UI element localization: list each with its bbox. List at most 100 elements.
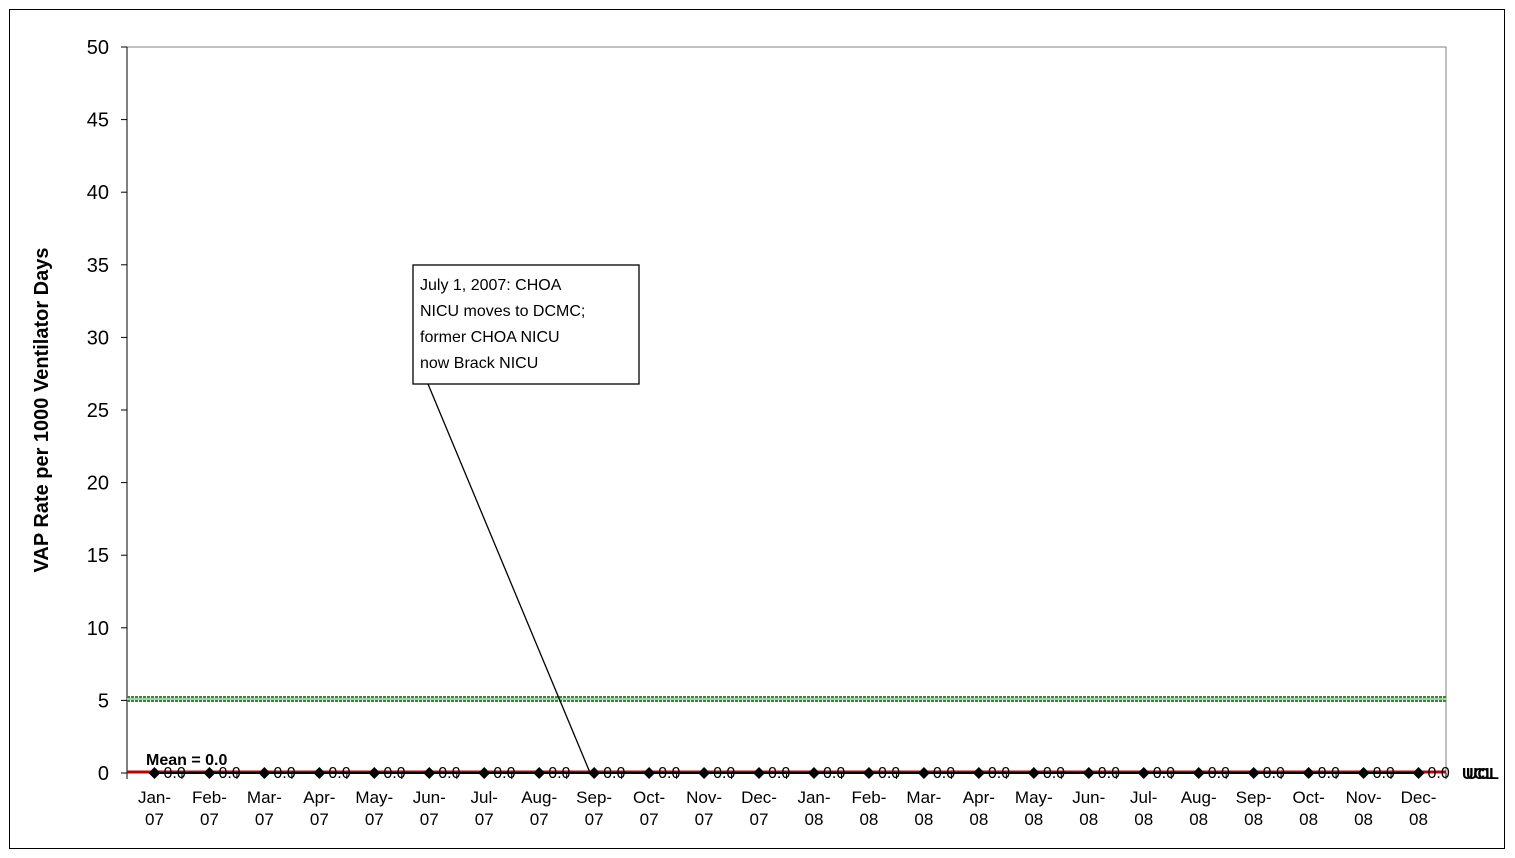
data-series: 0.0 0.0 0.0 0.0 0.0 0.0 0.0 0.0 0.0 0.0 0.0 0.0 0.0 0… bbox=[148, 765, 1450, 782]
annotation-box bbox=[412, 264, 640, 385]
data-point bbox=[588, 767, 601, 779]
x-tick-label: Apr-08 bbox=[963, 788, 995, 829]
y-tick-label: 50 bbox=[87, 37, 109, 59]
data-point bbox=[807, 767, 820, 779]
x-tick-label: May-08 bbox=[1015, 788, 1053, 829]
data-label: 0.0 bbox=[328, 765, 350, 782]
data-label: 0.0 bbox=[878, 765, 900, 782]
data-label: 0.0 bbox=[218, 765, 240, 782]
data-point bbox=[368, 767, 381, 779]
x-tick-label: Jan-08 bbox=[797, 788, 830, 829]
data-label: 0.0 bbox=[273, 765, 295, 782]
data-point bbox=[533, 767, 546, 779]
x-tick-label: Oct-07 bbox=[633, 788, 665, 829]
data-label: 0.0 bbox=[713, 765, 735, 782]
y-tick-label: 10 bbox=[87, 618, 109, 640]
data-label: 0.0 bbox=[1373, 765, 1395, 782]
plot-area bbox=[126, 46, 1447, 774]
data-point bbox=[1247, 767, 1260, 779]
y-tick-label: 15 bbox=[87, 545, 109, 567]
x-tick-label: Jun-08 bbox=[1072, 788, 1105, 829]
x-tick-label: Mar-07 bbox=[247, 788, 282, 829]
data-point bbox=[1412, 767, 1425, 779]
data-point bbox=[478, 767, 491, 779]
lcl-label-overlap: UCL bbox=[1466, 766, 1499, 783]
annotation: July 1, 2007: CHOA NICU moves to DCMC; for… bbox=[412, 264, 640, 774]
data-point bbox=[643, 767, 656, 779]
y-tick-label: 35 bbox=[87, 255, 109, 277]
data-point bbox=[917, 767, 930, 779]
data-point bbox=[1192, 767, 1205, 779]
data-point bbox=[1027, 767, 1040, 779]
data-point bbox=[972, 767, 985, 779]
data-point bbox=[313, 767, 326, 779]
data-point bbox=[148, 767, 161, 779]
y-tick-label: 30 bbox=[87, 327, 109, 349]
data-label: 0.0 bbox=[383, 765, 405, 782]
data-point bbox=[203, 767, 216, 779]
data-label: 0.0 bbox=[548, 765, 570, 782]
x-tick-label: Aug-08 bbox=[1181, 788, 1217, 829]
x-tick-label: Sep-08 bbox=[1236, 788, 1272, 829]
y-tick-label: 0 bbox=[98, 763, 109, 785]
annotation-line: NICU moves to DCMC; bbox=[420, 303, 585, 320]
y-tick-label: 45 bbox=[87, 110, 109, 132]
data-point bbox=[1137, 767, 1150, 779]
data-point bbox=[1082, 767, 1095, 779]
data-label: 0.0 bbox=[438, 765, 460, 782]
x-tick-label: Feb-08 bbox=[851, 788, 886, 829]
data-point bbox=[423, 767, 436, 779]
y-axis-label: VAP Rate per 1000 Ventilator Days bbox=[31, 248, 53, 573]
x-tick-label: Apr-07 bbox=[303, 788, 335, 829]
y-tick-label: 40 bbox=[87, 182, 109, 204]
ucl-label: UCL bbox=[1462, 766, 1495, 783]
x-tick-label: Nov-08 bbox=[1346, 788, 1382, 829]
annotation-line: former CHOA NICU bbox=[420, 329, 560, 346]
x-tick-label: Jul-07 bbox=[471, 788, 498, 829]
x-tick-label: Feb-07 bbox=[192, 788, 227, 829]
annotation-leader-line bbox=[427, 383, 591, 774]
data-label: 0.0 bbox=[1043, 765, 1065, 782]
data-point bbox=[1357, 767, 1370, 779]
y-tick-label: 20 bbox=[87, 473, 109, 495]
x-tick-label: Jun-07 bbox=[413, 788, 446, 829]
data-label: 0.0 bbox=[823, 765, 845, 782]
x-tick-label: Aug-07 bbox=[521, 788, 557, 829]
data-label: 0.0 bbox=[1098, 765, 1120, 782]
x-tick-label: Nov-07 bbox=[686, 788, 722, 829]
data-label: 0.0 bbox=[1428, 765, 1450, 782]
chart-frame bbox=[9, 9, 1505, 849]
data-point bbox=[258, 767, 271, 779]
y-tick-label: 5 bbox=[98, 690, 109, 712]
data-label: 0.0 bbox=[988, 765, 1010, 782]
y-axis: 0 5 10 15 20 25 30 35 40 45 50 bbox=[87, 37, 128, 785]
data-point bbox=[753, 767, 766, 779]
data-label: 0.0 bbox=[1263, 765, 1285, 782]
data-label: 0.0 bbox=[1208, 765, 1230, 782]
plot-border bbox=[126, 46, 1447, 774]
annotation-line: now Brack NICU bbox=[420, 355, 538, 372]
x-tick-label: May-07 bbox=[355, 788, 393, 829]
x-tick-label: Dec-08 bbox=[1401, 788, 1437, 829]
annotation-line: July 1, 2007: CHOA bbox=[420, 277, 562, 294]
data-point bbox=[1302, 767, 1315, 779]
data-label: 0.0 bbox=[933, 765, 955, 782]
data-label: 0.0 bbox=[493, 765, 515, 782]
data-label: 0.0 bbox=[603, 765, 625, 782]
x-tick-label: Jan-07 bbox=[138, 788, 171, 829]
x-tick-label: Oct-08 bbox=[1293, 788, 1325, 829]
data-label: 0.0 bbox=[1318, 765, 1340, 782]
x-tick-label: Jul-08 bbox=[1130, 788, 1157, 829]
x-tick-label: Mar-08 bbox=[906, 788, 941, 829]
data-label: 0.0 bbox=[1153, 765, 1175, 782]
x-tick-label: Dec-07 bbox=[741, 788, 777, 829]
data-label: 0.0 bbox=[768, 765, 790, 782]
mean-label: Mean = 0.0 bbox=[146, 752, 227, 769]
data-point bbox=[862, 767, 875, 779]
y-tick-label: 25 bbox=[87, 400, 109, 422]
data-point bbox=[698, 767, 711, 779]
x-tick-label: Sep-07 bbox=[576, 788, 612, 829]
data-label: 0.0 bbox=[163, 765, 185, 782]
data-label: 0.0 bbox=[658, 765, 680, 782]
